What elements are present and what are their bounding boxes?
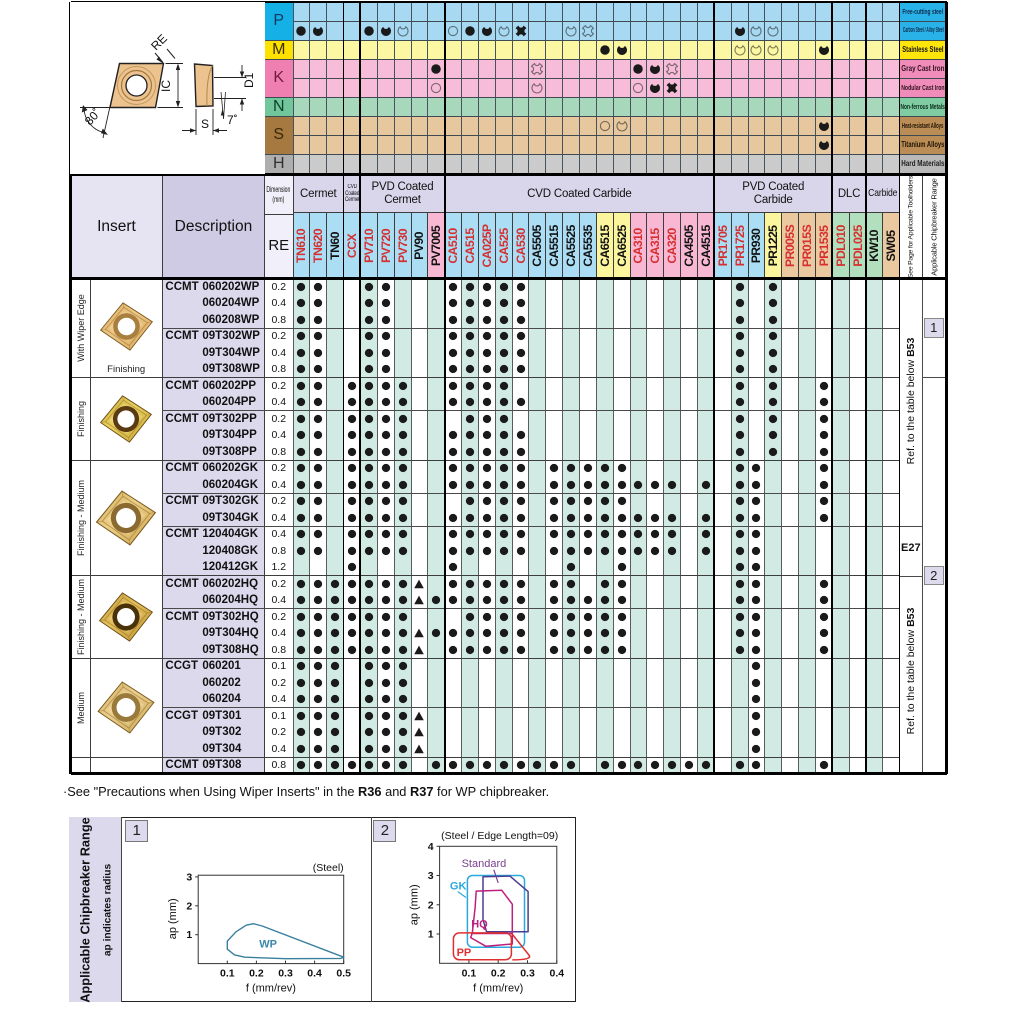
svg-text:WP: WP bbox=[259, 938, 277, 950]
svg-text:PP: PP bbox=[457, 947, 472, 959]
svg-text:2: 2 bbox=[186, 900, 192, 912]
svg-text:Standard: Standard bbox=[462, 858, 507, 870]
svg-text:7˚: 7˚ bbox=[227, 113, 238, 127]
svg-text:(Steel / Edge Length=09): (Steel / Edge Length=09) bbox=[441, 830, 558, 842]
svg-text:0.1: 0.1 bbox=[220, 968, 235, 980]
svg-text:S: S bbox=[201, 117, 209, 131]
svg-text:3: 3 bbox=[428, 870, 434, 882]
svg-text:IC: IC bbox=[159, 80, 173, 92]
svg-text:ap (mm): ap (mm) bbox=[409, 884, 421, 925]
svg-text:4: 4 bbox=[428, 841, 434, 853]
svg-text:1: 1 bbox=[186, 929, 192, 941]
svg-text:0.2: 0.2 bbox=[491, 967, 506, 979]
svg-text:1: 1 bbox=[428, 929, 434, 941]
svg-text:0.2: 0.2 bbox=[249, 968, 264, 980]
svg-text:0.5: 0.5 bbox=[336, 968, 351, 980]
svg-text:HQ: HQ bbox=[471, 919, 488, 931]
svg-text:(Steel): (Steel) bbox=[313, 862, 344, 874]
svg-text:D1: D1 bbox=[242, 72, 256, 88]
svg-text:0.4: 0.4 bbox=[549, 967, 564, 979]
svg-text:0.3: 0.3 bbox=[520, 967, 535, 979]
svg-text:0.4: 0.4 bbox=[307, 968, 322, 980]
svg-text:ap (mm): ap (mm) bbox=[167, 898, 179, 939]
svg-text:0.1: 0.1 bbox=[462, 967, 477, 979]
svg-text:f (mm/rev): f (mm/rev) bbox=[473, 982, 523, 994]
svg-text:f (mm/rev): f (mm/rev) bbox=[246, 983, 296, 995]
svg-text:3: 3 bbox=[186, 871, 192, 883]
svg-text:0.3: 0.3 bbox=[278, 968, 293, 980]
svg-text:2: 2 bbox=[428, 899, 434, 911]
svg-text:GK: GK bbox=[450, 881, 467, 893]
